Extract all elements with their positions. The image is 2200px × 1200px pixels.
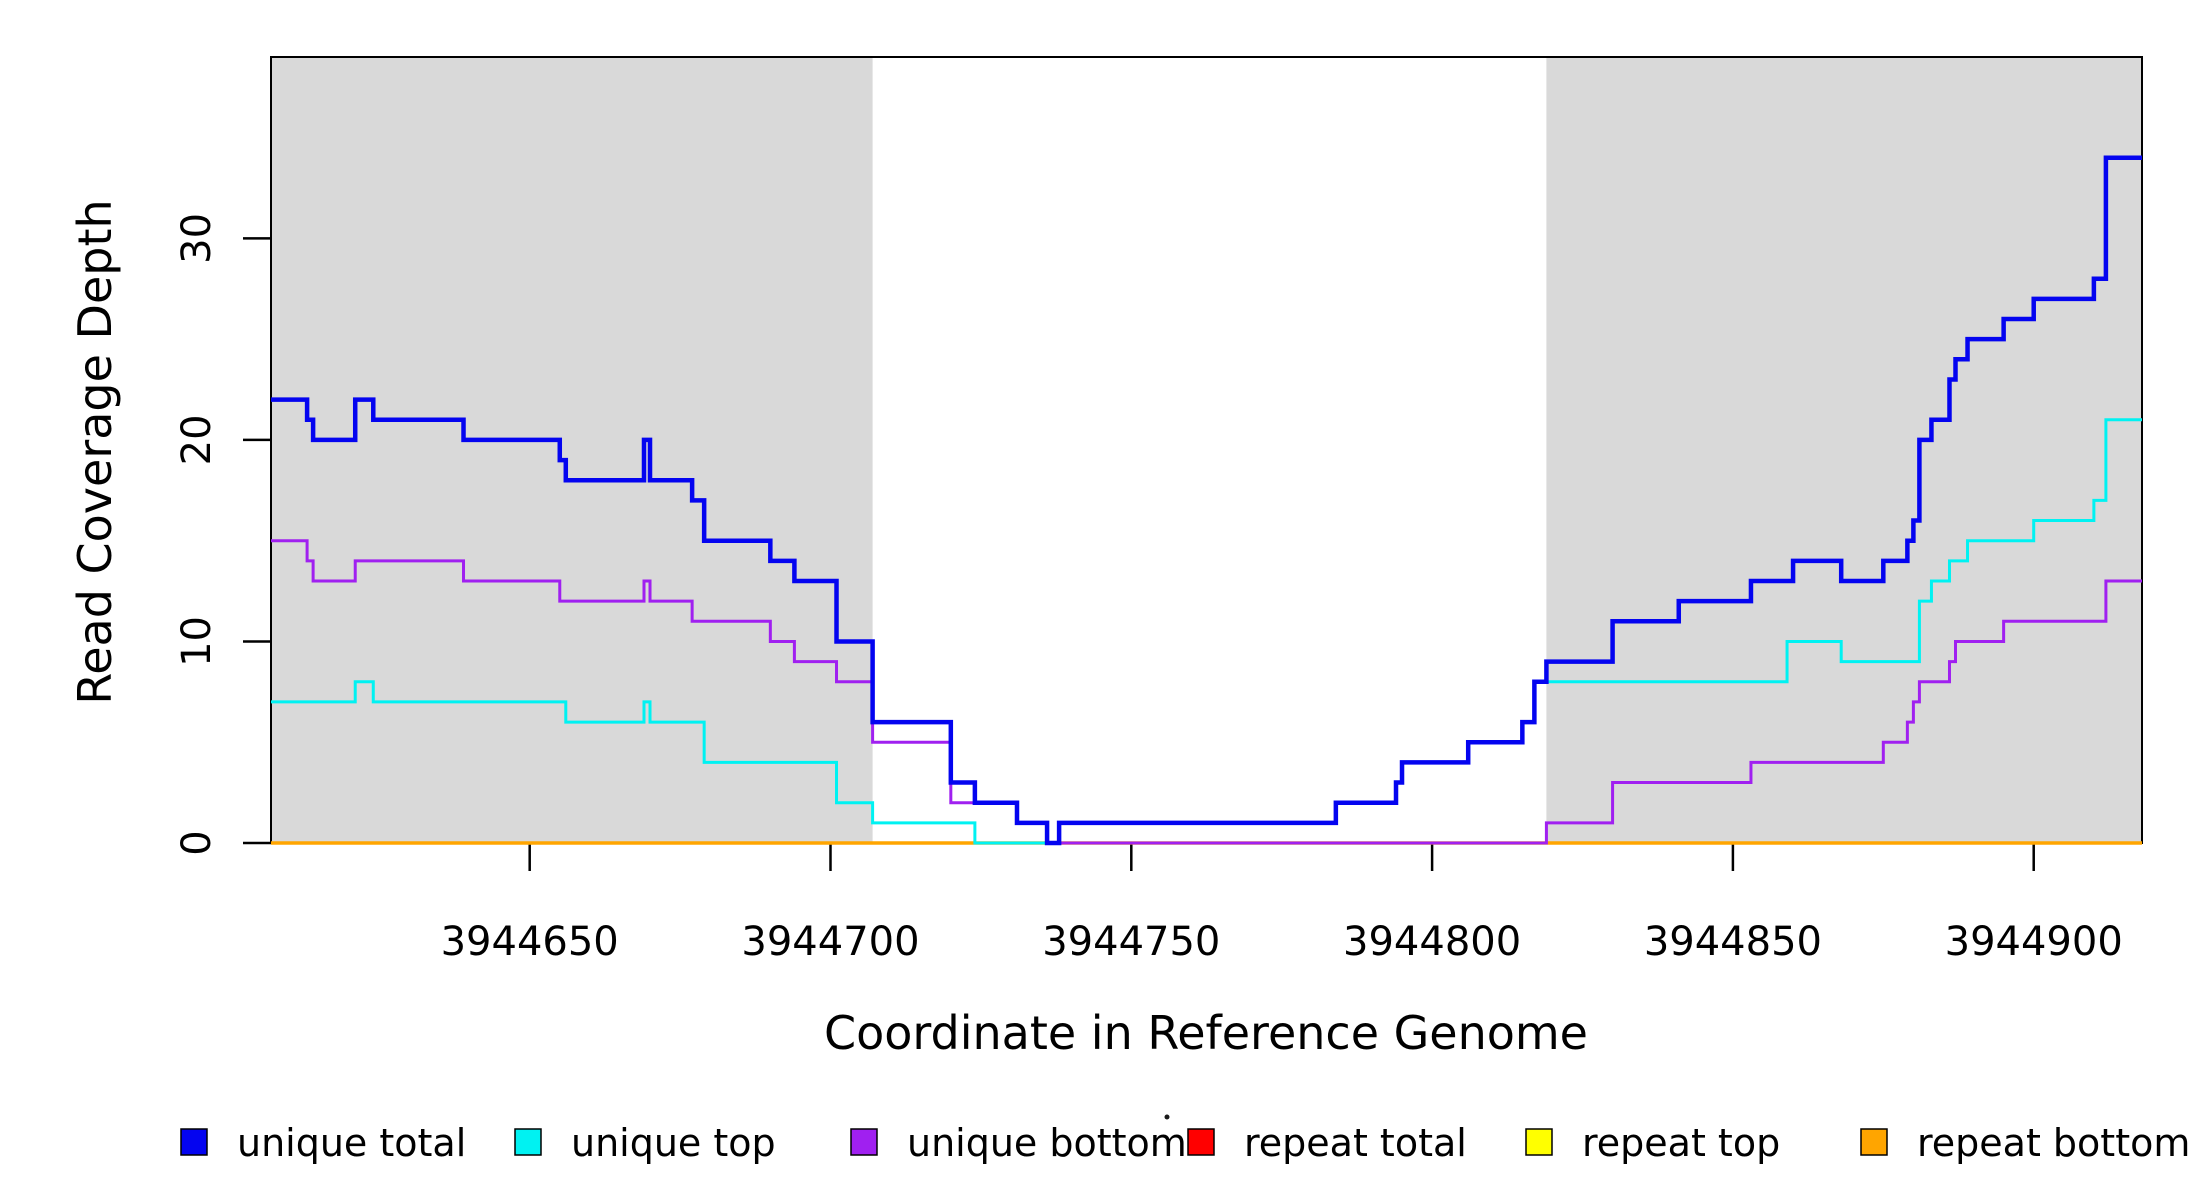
x-tick-label: 3944800 [1343, 919, 1521, 965]
x-tick-label: 3944850 [1644, 919, 1822, 965]
y-tick-label: 20 [174, 414, 220, 465]
x-axis-title: Coordinate in Reference Genome [824, 1006, 1588, 1060]
y-tick-label: 30 [174, 213, 220, 264]
x-tick-label: 3944900 [1945, 919, 2123, 965]
x-tick-label: 3944700 [741, 919, 919, 965]
legend-label-unique-top: unique top [571, 1121, 776, 1165]
legend-label-unique-bottom: unique bottom [907, 1121, 1187, 1165]
y-tick-label: 10 [174, 616, 220, 667]
legend-label-unique-total: unique total [237, 1121, 466, 1165]
legend-swatch-repeat-total [1187, 1128, 1215, 1156]
legend-label-repeat-bottom: repeat bottom [1917, 1121, 2190, 1165]
y-axis-title: Read Coverage Depth [68, 199, 122, 705]
legend-swatch-unique-bottom [850, 1128, 878, 1156]
legend-label-repeat-total: repeat total [1244, 1121, 1467, 1165]
series-unique-total [271, 155, 2142, 846]
legend-swatch-repeat-bottom [1860, 1128, 1888, 1156]
y-tick-label: 0 [174, 830, 220, 855]
x-tick-label: 3944750 [1042, 919, 1220, 965]
stray-dot [1164, 1114, 1170, 1120]
legend-swatch-unique-top [514, 1128, 542, 1156]
legend-swatch-repeat-top [1525, 1128, 1553, 1156]
masked-region-right [1546, 57, 2142, 843]
legend-label-repeat-top: repeat top [1582, 1121, 1780, 1165]
x-tick-label: 3944650 [441, 919, 619, 965]
masked-region-left [271, 57, 873, 843]
legend-swatch-unique-total [180, 1128, 208, 1156]
